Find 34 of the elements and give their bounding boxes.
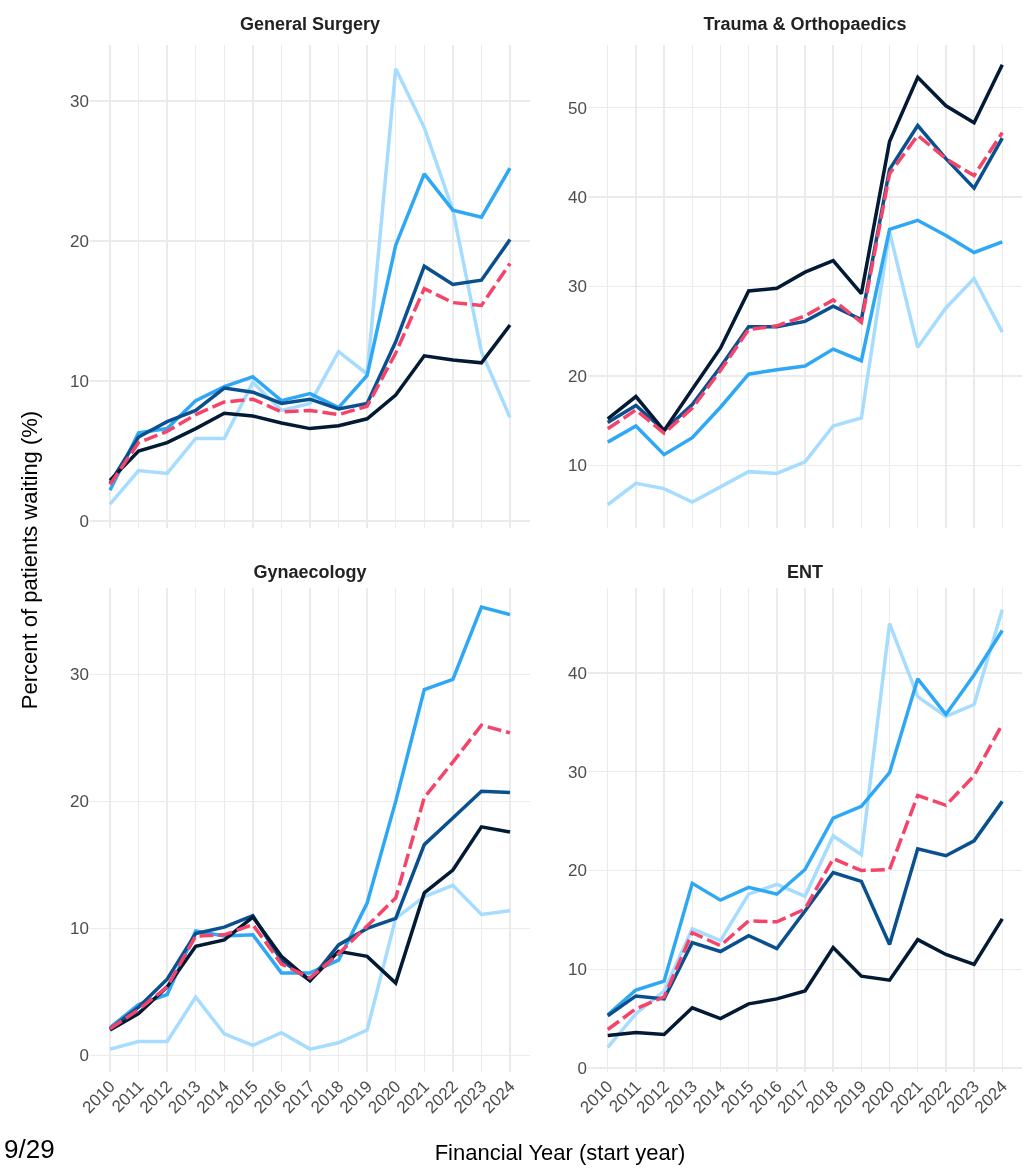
- line-series: [605, 799, 1005, 1018]
- y-tick-label: 50: [568, 98, 587, 118]
- y-tick-label: 0: [79, 511, 89, 531]
- y-tick-label: 10: [568, 456, 587, 476]
- y-tick-label: 20: [70, 792, 89, 812]
- chart-title: General Surgery: [239, 14, 381, 35]
- chart-title: ENT: [787, 562, 823, 583]
- y-tick-label: 0: [577, 1059, 587, 1078]
- y-tick-label: 20: [568, 861, 587, 881]
- y-tick-label: 30: [568, 277, 587, 297]
- y-tick-label: 30: [70, 91, 89, 111]
- chart-title: Trauma & Orthopaedics: [703, 14, 907, 35]
- y-tick-label: 0: [79, 1046, 89, 1066]
- y-tick-label: 10: [568, 960, 587, 980]
- y-tick-label: 40: [568, 188, 587, 208]
- y-tick-label: 30: [70, 665, 89, 685]
- line-series: [108, 323, 512, 483]
- line-series: [605, 230, 1005, 507]
- y-tick-label: 40: [568, 663, 587, 683]
- y-tick-label: 10: [70, 371, 89, 391]
- line-series: [108, 883, 512, 1051]
- line-series: [605, 917, 1005, 1038]
- line-series: [108, 723, 512, 1031]
- line-series: [605, 218, 1005, 457]
- y-tick-label: 30: [568, 762, 587, 782]
- text: 9/29: [4, 1134, 55, 1165]
- x-axis-title: Financial Year (start year): [434, 1140, 686, 1166]
- y-tick-label: 20: [568, 366, 587, 386]
- y-tick-label: 20: [70, 231, 89, 251]
- chart-title: Gynaecology: [253, 562, 367, 583]
- line-series: [108, 67, 512, 506]
- y-axis-title: Percent of patients waiting (%): [17, 410, 43, 710]
- y-tick-label: 10: [70, 919, 89, 939]
- line-series: [605, 62, 1005, 433]
